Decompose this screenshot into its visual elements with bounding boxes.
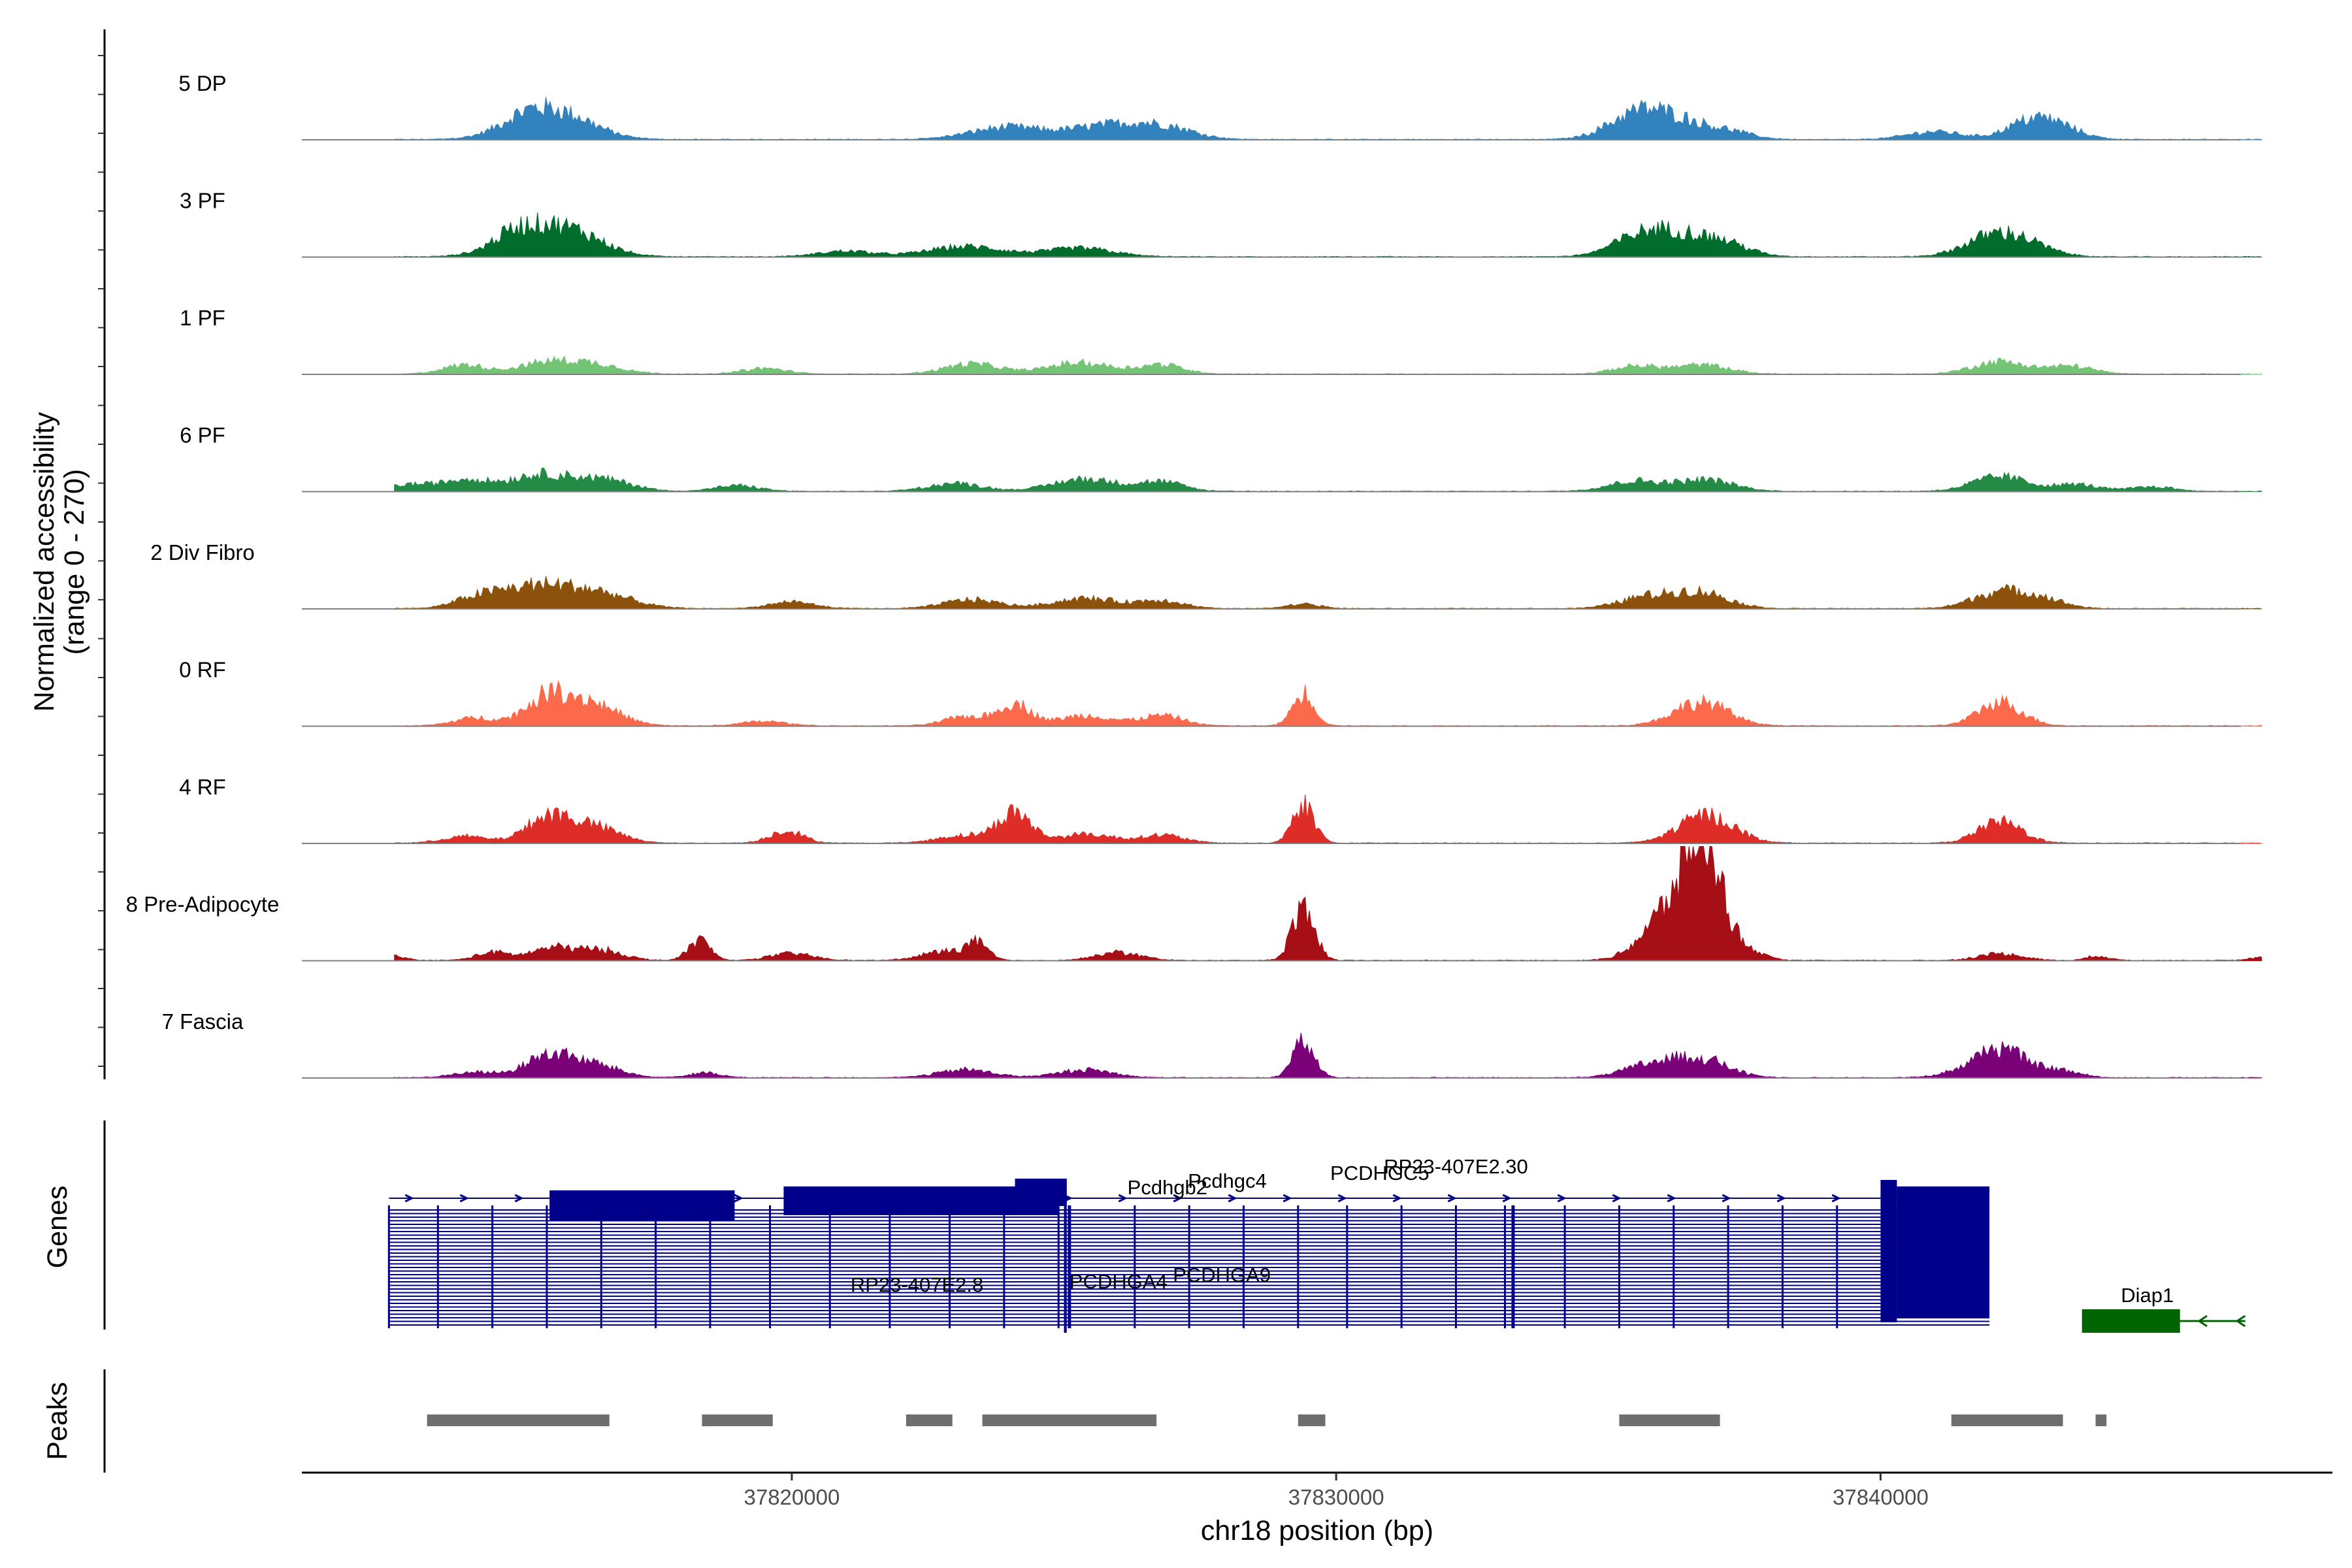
genes-panel-label: Genes — [42, 1186, 73, 1269]
x-axis-title: chr18 position (bp) — [1201, 1515, 1433, 1546]
peak-region — [2095, 1414, 2107, 1426]
x-axis: 37820000 37830000 37840000 chr18 position (… — [302, 1471, 2332, 1546]
track-label: 2 Div Fibro — [150, 540, 255, 564]
tracks-layer: 5 DP 3 PF 1 PF 6 PF 2 Div Fibro 0 RF 4 RF 8 Pre… — [126, 71, 2262, 1079]
exon-block — [1880, 1180, 1897, 1322]
pcdhg-transcripts — [387, 1179, 1990, 1333]
peak-region — [1951, 1414, 2063, 1426]
track-label: 5 DP — [178, 71, 226, 95]
exon-block — [783, 1186, 1059, 1215]
track-label: 8 Pre-Adipocyte — [126, 892, 280, 917]
peak-region — [906, 1414, 953, 1426]
track-label: 0 RF — [179, 658, 226, 682]
coverage-area — [394, 846, 2262, 962]
peak-region — [1298, 1414, 1326, 1426]
exon-block — [1015, 1179, 1067, 1206]
coverage-area — [394, 467, 2262, 493]
track-label: 1 PF — [180, 306, 225, 330]
exon-block — [549, 1190, 735, 1221]
coverage-area — [394, 576, 2262, 610]
peak-region — [702, 1414, 773, 1426]
coverage-track: 0 RF — [179, 658, 2262, 727]
gene-label: Diap1 — [2121, 1284, 2174, 1307]
coverage-track: 5 DP — [178, 71, 2262, 140]
exon-block — [1897, 1186, 1990, 1317]
gene-label: RP23-407E2.30 — [1384, 1155, 1528, 1178]
coverage-area — [394, 355, 2262, 375]
coverage-area — [394, 794, 2262, 844]
coverage-track: 2 Div Fibro — [150, 540, 2262, 610]
coverage-area — [394, 679, 2262, 727]
strand-arrow — [2197, 1315, 2208, 1328]
y-axis-title: Normalized accessibility(range 0 - 270) — [29, 412, 90, 711]
exon-block — [1064, 1179, 1067, 1333]
track-label: 4 RF — [179, 775, 226, 799]
exon-block — [2082, 1309, 2180, 1333]
x-tick-label: 37820000 — [744, 1485, 840, 1509]
track-label: 6 PF — [180, 423, 225, 448]
coverage-track: 8 Pre-Adipocyte — [126, 846, 2262, 962]
diap1-gene — [2082, 1309, 2246, 1333]
coverage-track: 4 RF — [179, 775, 2262, 844]
peak-region — [1619, 1414, 1720, 1426]
peaks-panel-label: Peaks — [42, 1382, 73, 1460]
gene-label: Pcdhgb2 — [1128, 1176, 1207, 1199]
coverage-track: 1 PF — [180, 306, 2262, 375]
coverage-area — [394, 97, 2262, 140]
peak-track: Peaks — [42, 1369, 2107, 1473]
strand-arrow — [2235, 1315, 2246, 1328]
coverage-track: 7 Fascia — [162, 1009, 2262, 1079]
x-tick-label: 37840000 — [1833, 1485, 1929, 1509]
coverage-area — [394, 212, 2262, 258]
gene-label: Pcdhgc4 — [1188, 1169, 1267, 1192]
track-label: 3 PF — [180, 189, 225, 213]
coverage-track: 3 PF — [180, 189, 2262, 258]
peak-region — [982, 1414, 1157, 1426]
gene-label: PCDHGA4 — [1070, 1270, 1168, 1293]
track-label: 7 Fascia — [162, 1009, 244, 1034]
coverage-area — [394, 1032, 2262, 1079]
panel-labels: Normalized accessibility(range 0 - 270) — [29, 29, 106, 1079]
peak-region — [427, 1414, 610, 1426]
gene-label: RP23-407E2.8 — [851, 1273, 983, 1296]
coverage-track: 6 PF — [180, 423, 2262, 493]
gene-label: PCDHGC5 — [1330, 1162, 1429, 1184]
gene-label: PCDHGA9 — [1173, 1264, 1271, 1286]
x-tick-label: 37830000 — [1288, 1485, 1384, 1509]
